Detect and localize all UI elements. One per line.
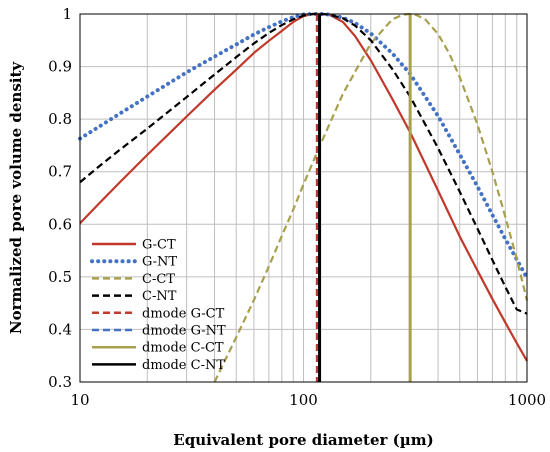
legend-item: dmode C-CT <box>92 341 224 356</box>
legend-item: dmode G-CT <box>92 306 225 321</box>
y-tick-label: 0.6 <box>48 215 72 233</box>
y-tick-label: 1 <box>62 5 72 23</box>
legend-label: C-CT <box>142 272 175 287</box>
y-axis-title: Normalized pore volume density <box>7 61 25 335</box>
y-tick-label: 0.9 <box>48 58 72 76</box>
legend-item: dmode C-NT <box>92 358 225 373</box>
y-tick-label: 0.3 <box>48 373 72 391</box>
y-tick-label: 0.5 <box>48 268 72 286</box>
legend-label: G-NT <box>142 255 177 270</box>
legend-label: dmode G-CT <box>142 306 225 321</box>
legend-item: C-CT <box>92 272 175 287</box>
y-tick-label: 0.8 <box>48 110 72 128</box>
legend-item: G-CT <box>92 238 176 253</box>
legend-label: G-CT <box>142 238 176 253</box>
x-axis-title: Equivalent pore diameter (µm) <box>173 431 433 449</box>
legend-item: G-NT <box>90 255 177 270</box>
legend-label: dmode C-CT <box>142 341 224 356</box>
x-tick-label: 10 <box>70 391 89 409</box>
x-tick-label: 100 <box>289 391 318 409</box>
legend: G-CT G-NT C-CT C-NT dmode G-CT dmode G-NT dmod… <box>90 238 226 373</box>
legend-item: dmode G-NT <box>92 324 226 339</box>
y-tick-label: 0.7 <box>48 163 72 181</box>
x-tick-label: 1000 <box>508 391 546 409</box>
legend-label: dmode G-NT <box>142 324 226 339</box>
legend-label: dmode C-NT <box>142 358 225 373</box>
legend-label: C-NT <box>142 289 177 304</box>
tick-labels: 0.3 0.4 0.5 0.6 0.7 0.8 0.9 1 10 100 1000 <box>48 5 546 409</box>
plot-frame <box>79 13 528 383</box>
y-tick-label: 0.4 <box>48 320 72 338</box>
series-line-c-ct <box>213 12 529 383</box>
legend-item: C-NT <box>92 289 177 304</box>
